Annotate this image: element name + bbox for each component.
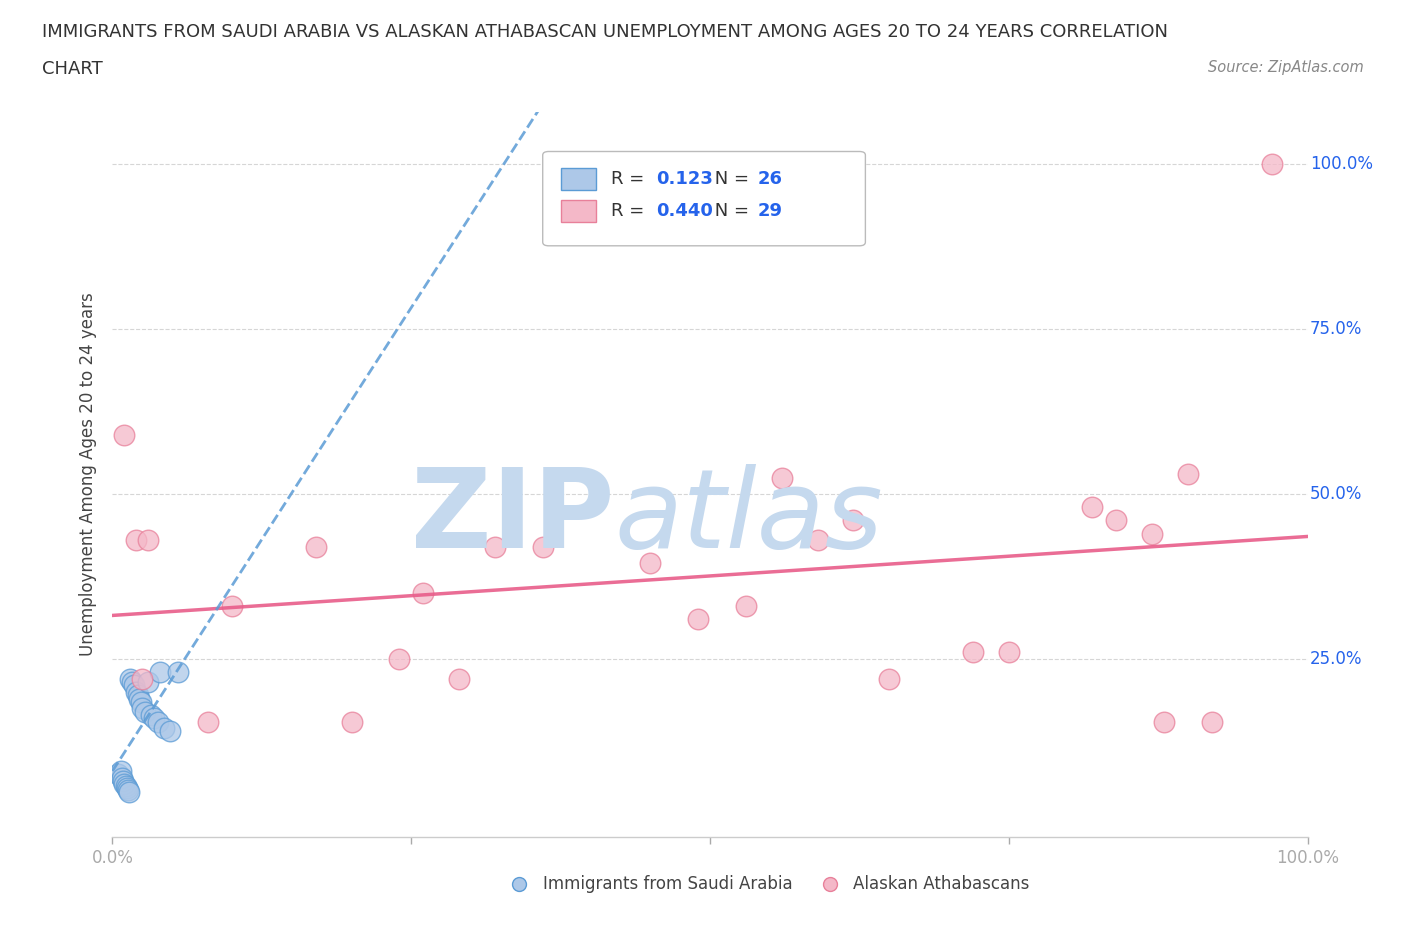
Point <box>153 721 176 736</box>
Point <box>484 539 506 554</box>
Text: IMMIGRANTS FROM SAUDI ARABIA VS ALASKAN ATHABASCAN UNEMPLOYMENT AMONG AGES 20 TO: IMMIGRANTS FROM SAUDI ARABIA VS ALASKAN … <box>42 23 1168 41</box>
Point <box>115 780 138 795</box>
Point <box>114 778 136 793</box>
Point <box>112 774 135 789</box>
Point <box>129 695 152 710</box>
Point <box>807 533 830 548</box>
Text: 75.0%: 75.0% <box>1310 320 1362 339</box>
Point <box>998 644 1021 659</box>
Point <box>1142 526 1164 541</box>
Point <box>127 688 149 703</box>
FancyBboxPatch shape <box>561 168 596 190</box>
Point <box>146 714 169 729</box>
Point <box>118 785 141 800</box>
Text: 50.0%: 50.0% <box>1310 485 1362 503</box>
Point <box>340 714 363 729</box>
Point <box>143 711 166 725</box>
Point <box>818 859 841 874</box>
Point <box>117 782 139 797</box>
Text: R =: R = <box>610 202 650 220</box>
FancyBboxPatch shape <box>561 200 596 222</box>
Point <box>447 671 470 686</box>
Point <box>139 708 162 723</box>
Point <box>167 665 190 680</box>
Point <box>842 513 865 528</box>
Point <box>138 674 160 689</box>
Point <box>121 674 143 689</box>
Text: N =: N = <box>709 170 755 188</box>
Point <box>221 599 243 614</box>
Point <box>770 471 793 485</box>
Text: N =: N = <box>709 202 755 220</box>
Point <box>640 556 662 571</box>
Text: atlas: atlas <box>614 464 883 571</box>
Text: 26: 26 <box>758 170 783 188</box>
Text: 0.123: 0.123 <box>657 170 713 188</box>
Point <box>149 665 172 680</box>
Text: Immigrants from Saudi Arabia: Immigrants from Saudi Arabia <box>543 875 793 893</box>
Point <box>388 652 411 667</box>
Point <box>1105 513 1128 528</box>
Point <box>111 770 134 785</box>
Point <box>508 859 530 874</box>
Y-axis label: Unemployment Among Ages 20 to 24 years: Unemployment Among Ages 20 to 24 years <box>79 292 97 657</box>
Text: CHART: CHART <box>42 60 103 78</box>
Point <box>114 777 135 791</box>
Point <box>1261 157 1284 172</box>
Point <box>138 533 160 548</box>
Text: ZIP: ZIP <box>411 464 614 571</box>
Point <box>412 586 434 601</box>
Point <box>1201 714 1223 729</box>
Point <box>1177 467 1199 482</box>
Point <box>688 612 710 627</box>
Point <box>305 539 328 554</box>
Point <box>1081 499 1104 514</box>
Text: 29: 29 <box>758 202 783 220</box>
Text: 0.440: 0.440 <box>657 202 713 220</box>
Text: 25.0%: 25.0% <box>1310 650 1362 668</box>
Point <box>131 671 153 686</box>
Point <box>531 539 554 554</box>
Point <box>125 684 148 699</box>
Point <box>107 767 129 782</box>
Point <box>134 704 156 719</box>
Point <box>962 644 984 659</box>
Point <box>128 691 150 706</box>
Point <box>114 427 135 442</box>
Point <box>197 714 219 729</box>
Point <box>735 599 758 614</box>
Point <box>131 701 153 716</box>
Point <box>110 764 132 778</box>
Point <box>125 533 148 548</box>
Text: Source: ZipAtlas.com: Source: ZipAtlas.com <box>1208 60 1364 75</box>
Point <box>879 671 901 686</box>
Text: Alaskan Athabascans: Alaskan Athabascans <box>853 875 1029 893</box>
Point <box>1153 714 1175 729</box>
Text: 100.0%: 100.0% <box>1310 155 1374 173</box>
Point <box>122 678 145 693</box>
FancyBboxPatch shape <box>543 152 866 246</box>
Point <box>120 671 142 686</box>
Point <box>159 724 181 739</box>
Text: R =: R = <box>610 170 650 188</box>
